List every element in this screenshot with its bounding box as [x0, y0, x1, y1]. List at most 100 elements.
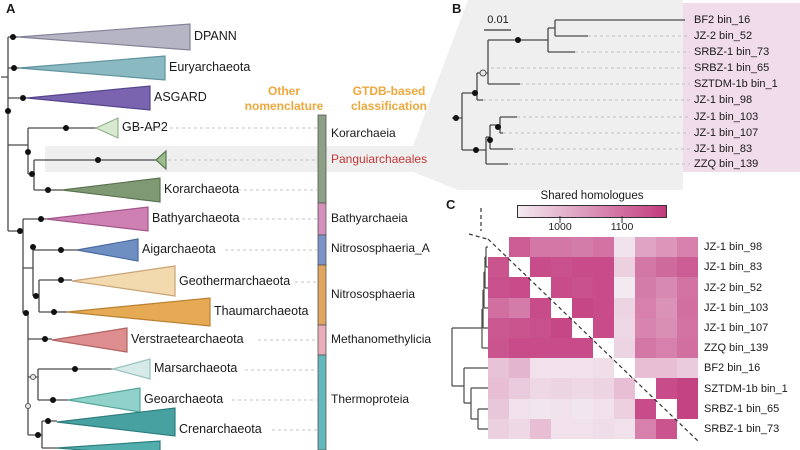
bar-nitrososphaeria [317, 264, 327, 326]
heatmap-cell [656, 338, 677, 359]
heatmap-cell [572, 378, 593, 399]
clade-triangle-gb-ap2 [94, 117, 119, 139]
heatmap-cell [614, 338, 635, 359]
heatmap-cell [656, 358, 677, 379]
heatmap-cell [551, 378, 572, 399]
heatmap-cell [551, 398, 572, 419]
panel-b-taxon-label: SRBZ-1 bin_65 [694, 62, 770, 74]
heatmap-cell [656, 317, 677, 339]
clade-label-euryarchaeota: Euryarchaeota [169, 60, 251, 74]
clade-triangle-asgard [26, 85, 151, 111]
clade-triangle-geoarchaeota [67, 387, 141, 413]
clade-label-geoarchaeota: Geoarchaeota [144, 392, 224, 406]
heatmap-cell [635, 338, 656, 359]
clade-triangle-geothermarchaeota [71, 265, 176, 297]
heatmap-cell [656, 398, 677, 419]
heatmap-cell [614, 398, 635, 419]
header-other-line2: nomenclature [244, 99, 324, 113]
heatmap-cell [614, 257, 635, 278]
heatmap-cell [572, 257, 593, 278]
panel-b-taxon-label: JZ-1 bin_98 [694, 94, 753, 106]
heatmap-cell [614, 378, 635, 399]
panel-b-taxon-label: ZZQ bin_139 [694, 158, 759, 170]
panel-b-taxon-label: JZ-1 bin_107 [694, 127, 759, 139]
clade-triangle-verstraetearchaeota [51, 327, 128, 353]
heatmap-cell [635, 358, 656, 379]
heatmap-cell [614, 418, 635, 440]
clade-label-korarchaeota: Korarchaeota [164, 182, 240, 196]
panel-a-letter: A [6, 1, 16, 16]
heatmap-cell [530, 297, 551, 318]
clade-triangle-thaumarchaeota [66, 297, 211, 327]
heatmap-cell [614, 277, 635, 298]
heatmap-cell [677, 418, 698, 440]
heatmap-cell [509, 418, 530, 440]
heatmap-cell [677, 257, 698, 278]
clade-triangle-aigarchaeota [76, 238, 139, 262]
gtdb-classification-bar [317, 114, 327, 450]
heatmap-cell [656, 257, 677, 278]
heatmap-cell [572, 358, 593, 379]
heatmap-cell [677, 358, 698, 379]
heatmap-cell [509, 257, 530, 278]
panel-b-taxon-label: JZ-2 bin_52 [694, 30, 753, 42]
heatmap-cell [488, 358, 509, 379]
classification-label-nitrososphaeria: Nitrososphaeria [331, 287, 416, 301]
heatmap-cell [530, 277, 551, 298]
heatmap-row-label: JZ-1 bin_98 [704, 241, 763, 253]
panel-b-taxon-label: JZ-1 bin_103 [694, 111, 759, 123]
heatmap-row-label: SRBZ-1 bin_65 [704, 403, 780, 415]
clade-label-marsarchaeota: Marsarchaeota [154, 361, 238, 375]
panel-a-dashed-connectors [122, 127, 317, 431]
legend-tick-1000: 1000 [548, 221, 572, 233]
header-other-line1: Other [267, 84, 300, 98]
clade-triangle-dpann [17, 23, 191, 51]
heatmap-cell [677, 338, 698, 359]
heatmap-cell [635, 378, 656, 399]
panel-b-tree-lines [452, 19, 685, 165]
clade-triangle-panguiarchaeales [155, 149, 167, 171]
panel-b-dashed-lines [483, 35, 690, 165]
clade-label-geothermarchaeota: Geothermarchaeota [179, 274, 291, 288]
bar-thermoproteia [317, 354, 327, 450]
heatmap-cell [614, 317, 635, 339]
heatmap-cell [509, 338, 530, 359]
heatmap-cell [677, 398, 698, 419]
heatmap-cell [614, 237, 635, 258]
heatmap-cell [656, 297, 677, 318]
clade-label-bathyarchaeota: Bathyarchaeota [152, 211, 240, 225]
heatmap-cell [593, 398, 614, 419]
heatmap-cell [551, 277, 572, 298]
header-gtdb-classification: GTDB-based classification [329, 84, 449, 114]
heatmap-cell [593, 358, 614, 379]
clade-label-thaumarchaeota: Thaumarchaeota [214, 304, 309, 318]
heatmap-cell [572, 398, 593, 419]
heatmap-row-label: JZ-1 bin_83 [704, 261, 763, 273]
heatmap-cell [635, 418, 656, 440]
panel-a-node-dots [5, 34, 101, 438]
header-gtdb-line1: GTDB-based [352, 84, 426, 98]
clade-triangle-bottom-partial [56, 440, 161, 450]
heatmap-cell [572, 317, 593, 339]
heatmap-cell [530, 418, 551, 440]
panel-a-open-node-markers [25, 374, 36, 409]
clade-label-asgard: ASGARD [154, 90, 207, 104]
heatmap-cell [530, 237, 551, 258]
heatmap-row-label: BF2 bin_16 [704, 362, 761, 374]
heatmap-row-label: ZZQ bin_139 [704, 342, 769, 354]
panel-b-open-node-marker [479, 69, 487, 77]
heatmap-cell [488, 237, 509, 258]
heatmap-cell [593, 317, 614, 339]
heatmap-cell [614, 297, 635, 318]
panel-b-taxa-highlight-box [683, 3, 800, 172]
classification-label-methanomethylicia: Methanomethylicia [331, 332, 432, 346]
heatmap-cell [488, 297, 509, 318]
clade-triangle-korarchaeota [61, 177, 161, 203]
clade-label-aigarchaeota: Aigarchaeota [142, 242, 216, 256]
heatmap-cell [530, 257, 551, 278]
clade-label-dpann: DPANN [194, 29, 237, 43]
heatmap-cell [488, 257, 509, 278]
classification-label-thermoproteia: Thermoproteia [331, 392, 410, 406]
heatmap-cell [509, 277, 530, 298]
heatmap-cell [677, 378, 698, 399]
